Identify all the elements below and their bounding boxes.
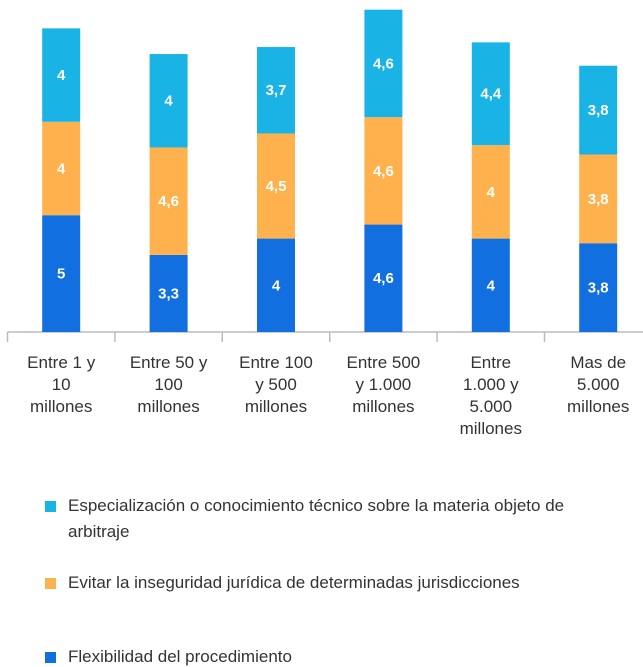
bar-segment	[257, 133, 295, 239]
x-tick-label: Entre 100 y 500 millones	[239, 353, 313, 416]
value-label: 3,8	[588, 191, 609, 208]
value-label: 3,7	[266, 82, 287, 99]
bar-segment	[364, 9, 403, 118]
value-label: 4,4	[480, 86, 502, 103]
bar-segment	[579, 65, 618, 155]
legend-label: Flexibilidad del procedimiento	[68, 647, 292, 666]
value-label: 4	[272, 277, 281, 294]
legend-label: Evitar la inseguridad jurídica de determ…	[68, 573, 520, 592]
bar-segment	[471, 238, 510, 332]
x-tick-label: Entre 1 y 10 millones	[27, 353, 96, 416]
x-tick-label: Entre 500 y 1.000 millones	[346, 353, 421, 416]
bar-segment	[257, 47, 295, 134]
value-label: 4,6	[373, 55, 394, 72]
value-label: 4	[57, 67, 66, 84]
bar-segment	[471, 145, 510, 239]
legend-label: Especialización o conocimiento técnico s…	[68, 496, 565, 541]
legend-swatch	[45, 652, 56, 663]
bar-segment	[364, 224, 403, 332]
bar-segment	[149, 54, 188, 148]
value-label: 4,6	[373, 270, 394, 287]
value-label: 4	[57, 160, 66, 177]
legend-swatch	[45, 578, 56, 589]
legend-swatch	[45, 501, 56, 512]
value-label: 3,3	[158, 285, 179, 302]
bar-segment	[42, 28, 81, 122]
x-tick-label: Entre 50 y 100 millones	[129, 353, 208, 416]
value-label: 4,6	[158, 193, 179, 210]
bar-segment	[579, 154, 618, 244]
bar-segment	[364, 117, 403, 225]
value-label: 4,5	[266, 178, 287, 195]
bar-segment	[42, 215, 81, 332]
bar-segment	[471, 42, 510, 146]
x-tick-label: Entre 1.000 y 5.000 millones	[459, 353, 522, 438]
bar-segment	[149, 254, 188, 332]
value-label: 5	[57, 266, 65, 283]
value-label: 4,6	[373, 163, 394, 180]
value-label: 4	[487, 184, 496, 201]
bar-segment	[42, 121, 81, 216]
bar-segment	[149, 147, 188, 255]
bar-segment	[257, 238, 295, 332]
value-label: 4	[487, 277, 496, 294]
value-label: 3,8	[588, 102, 609, 119]
value-label: 3,8	[588, 280, 609, 297]
x-tick-label: Mas de 5.000 millones	[567, 353, 630, 416]
value-label: 4	[164, 93, 173, 110]
bar-segment	[579, 243, 618, 332]
